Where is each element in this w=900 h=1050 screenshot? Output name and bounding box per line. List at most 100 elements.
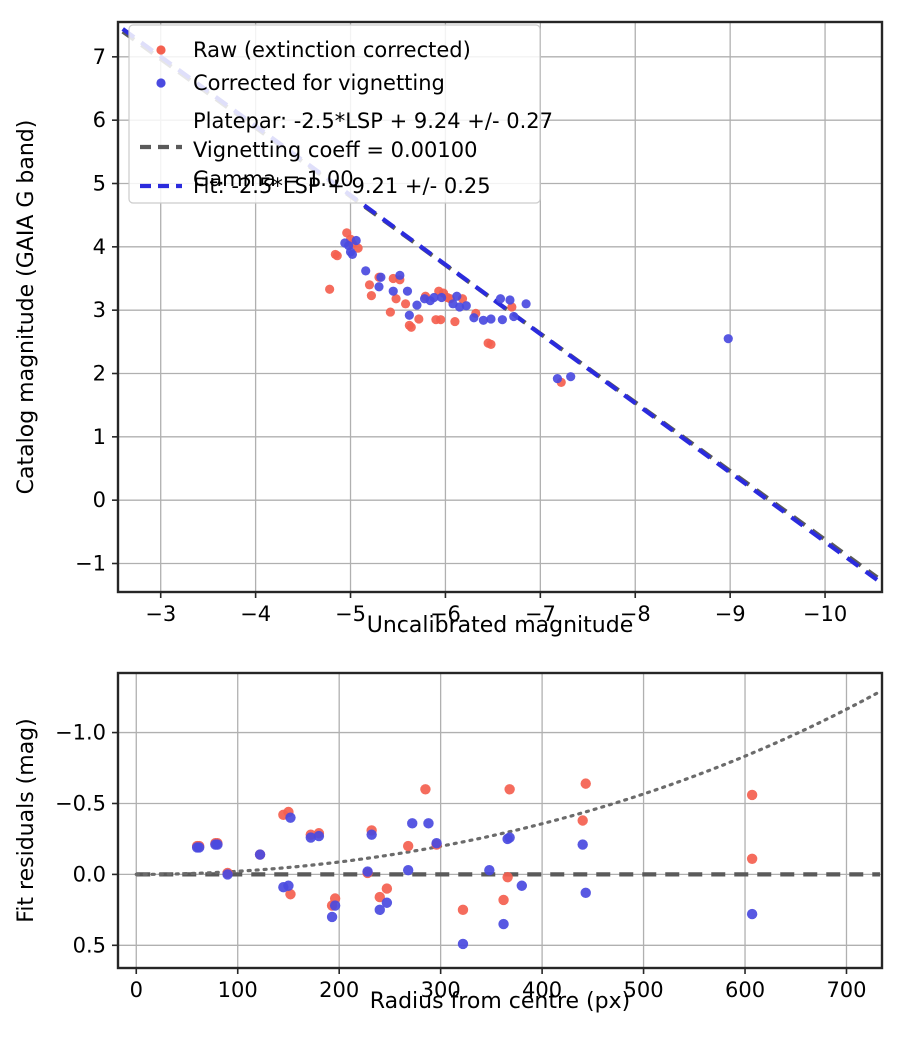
legend-label: Raw (extinction corrected) xyxy=(193,38,471,62)
raw-data-point xyxy=(330,249,340,260)
x-tick-label: −8 xyxy=(620,602,651,626)
y-tick-label: −1.0 xyxy=(55,721,106,745)
x-tick-label: 300 xyxy=(421,978,461,1002)
corrected-data-point xyxy=(254,849,266,860)
corrected-data-point xyxy=(580,887,591,899)
corrected-data-point xyxy=(340,238,350,248)
corrected-data-point xyxy=(516,880,528,891)
x-tick-label: −4 xyxy=(240,602,271,626)
raw-data-point xyxy=(577,815,588,826)
corrected-data-point xyxy=(283,880,294,891)
legend-marker-dot xyxy=(156,78,166,88)
corrected-data-point xyxy=(222,869,233,880)
corrected-data-point xyxy=(329,900,341,911)
x-tick-label: −6 xyxy=(430,602,461,626)
x-tick-label: 400 xyxy=(522,978,562,1002)
corrected-data-point xyxy=(431,837,442,849)
photometry-calibration-plot: −3 −4 −5 −6 −7 −8 −9 −10−101234567Uncalibrated … xyxy=(14,20,884,638)
y-tick-label: 0.5 xyxy=(73,933,106,957)
y-tick-label: 1 xyxy=(93,425,106,449)
corrected-data-point xyxy=(362,866,373,877)
corrected-data-point xyxy=(495,294,506,304)
fit-line-fit-2-5-lsp-9-21-0-25 xyxy=(121,27,879,582)
raw-data-point xyxy=(486,339,496,349)
corrected-data-point xyxy=(461,301,471,311)
axes-frame xyxy=(116,671,884,970)
raw-data-point xyxy=(498,894,509,906)
raw-data-point xyxy=(502,872,513,883)
corrected-data-point xyxy=(366,829,377,840)
raw-data-point xyxy=(420,784,431,795)
corrected-data-point xyxy=(484,864,495,876)
raw-data-point xyxy=(385,307,395,317)
corrected-data-point xyxy=(577,839,588,850)
corrected-data-point xyxy=(374,904,385,916)
corrected-data-point xyxy=(521,299,531,309)
corrected-data-point xyxy=(497,315,507,325)
corrected-data-point xyxy=(388,286,398,296)
raw-data-point xyxy=(504,784,515,795)
fit-line-vignetting-curve xyxy=(134,690,881,876)
legend-marker-dot xyxy=(156,45,166,55)
x-tick-label: 600 xyxy=(725,978,765,1002)
x-tick-label: 500 xyxy=(624,978,664,1002)
corrected-data-point xyxy=(402,864,414,876)
y-tick-label: −1 xyxy=(75,552,106,576)
corrected-data-point xyxy=(212,839,223,850)
corrected-data-point xyxy=(395,270,405,280)
corrected-data-point xyxy=(452,291,462,301)
corrected-data-point xyxy=(374,282,384,292)
corrected-data-point xyxy=(381,897,393,908)
x-tick-label: −10 xyxy=(803,602,847,626)
x-tick-label: 0 xyxy=(130,978,143,1002)
corrected-data-point xyxy=(361,266,371,276)
y-axis-label: Catalog magnitude (GAIA G band) xyxy=(14,120,39,495)
raw-data-point xyxy=(746,789,758,801)
corrected-data-point xyxy=(457,938,469,950)
y-axis-label: Fit residuals (mag) xyxy=(14,718,39,922)
corrected-data-point xyxy=(498,918,509,930)
y-tick-label: 4 xyxy=(93,235,106,259)
corrected-data-point xyxy=(407,818,418,829)
raw-data-point xyxy=(507,302,517,312)
x-tick-label: 700 xyxy=(826,978,866,1002)
corrected-data-point xyxy=(193,842,205,853)
x-tick-label: 200 xyxy=(319,978,359,1002)
corrected-data-point xyxy=(326,911,338,923)
raw-data-point xyxy=(381,883,393,894)
x-axis-label: Uncalibrated magnitude xyxy=(367,613,633,638)
corrected-data-point xyxy=(313,830,325,842)
raw-data-point xyxy=(391,294,401,304)
legend-label: Gamma = 1.00 xyxy=(193,167,354,191)
raw-data-point xyxy=(366,291,376,301)
y-tick-label: 0 xyxy=(93,488,106,512)
x-tick-label: −9 xyxy=(715,602,746,626)
legend-label: Fit: -2.5*LSP + 9.21 +/- 0.25 xyxy=(193,174,491,198)
axes-frame xyxy=(116,20,884,594)
y-tick-label: 0.0 xyxy=(73,862,106,886)
corrected-data-point xyxy=(478,315,488,325)
y-tick-label: −0.5 xyxy=(55,791,106,815)
y-tick-label: 6 xyxy=(93,108,106,132)
raw-data-point xyxy=(450,316,460,327)
raw-data-point xyxy=(457,904,469,916)
x-tick-label: −5 xyxy=(335,602,366,626)
corrected-data-point xyxy=(429,292,439,303)
raw-data-point xyxy=(436,315,446,325)
raw-data-point xyxy=(374,891,385,903)
raw-data-point xyxy=(400,299,411,309)
legend: Raw (extinction corrected) Corrected for … xyxy=(128,24,553,204)
x-tick-label: −7 xyxy=(525,602,556,626)
y-tick-label: 3 xyxy=(93,298,106,322)
corrected-data-point xyxy=(552,373,563,384)
legend-frame xyxy=(128,24,541,204)
raw-data-point xyxy=(580,778,591,789)
corrected-data-point xyxy=(423,818,434,829)
raw-data-point xyxy=(353,243,363,253)
corrected-data-point xyxy=(376,272,386,282)
legend-label: Corrected for vignetting xyxy=(193,71,445,95)
legend-label: Vignetting coeff = 0.00100 xyxy=(193,138,477,162)
raw-data-point xyxy=(325,284,335,294)
raw-data-point xyxy=(402,840,414,852)
x-axis-label: Radius from centre (px) xyxy=(370,989,630,1014)
